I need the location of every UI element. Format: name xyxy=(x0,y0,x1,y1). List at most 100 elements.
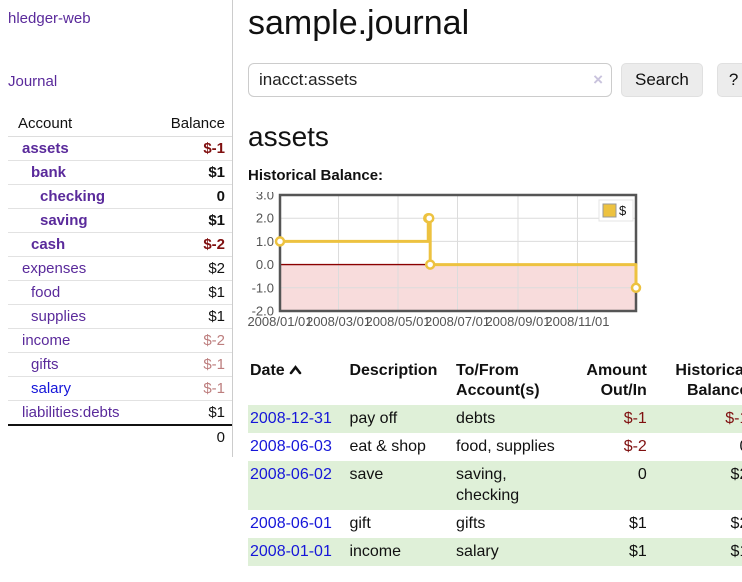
account-balance: $1 xyxy=(144,400,232,426)
transaction-row: 2008-06-03 eat & shop food, supplies $-20 xyxy=(248,433,742,461)
account-row: gifts $-1 xyxy=(8,352,232,377)
svg-text:2008/05/01: 2008/05/01 xyxy=(365,314,430,329)
tx-amount-cell: 0 xyxy=(637,466,647,483)
tx-date-cell: 2008-01-01 xyxy=(248,538,347,566)
tx-description-cell: eat & shop xyxy=(349,438,426,455)
account-link[interactable]: checking xyxy=(40,188,106,205)
search-button[interactable]: Search xyxy=(621,63,703,97)
svg-text:-2.0: -2.0 xyxy=(252,304,274,319)
tx-header-date[interactable]: Date xyxy=(248,359,347,405)
page: hledger-web Journal Account Balance asse… xyxy=(0,0,742,566)
account-row: food $1 xyxy=(8,280,232,305)
tx-header-balance: Historical Balance xyxy=(675,362,742,399)
svg-text:2008/07/01: 2008/07/01 xyxy=(425,314,490,329)
account-row: cash $-2 xyxy=(8,232,232,257)
account-balance: $1 xyxy=(144,304,232,329)
tx-accounts-cell: salary xyxy=(456,543,499,560)
help-button[interactable]: ? xyxy=(716,63,742,97)
accounts-total-value: 0 xyxy=(144,424,232,449)
tx-amount-cell: $1 xyxy=(629,515,647,532)
account-link[interactable]: assets xyxy=(22,140,69,157)
svg-text:$: $ xyxy=(619,203,627,218)
account-link[interactable]: income xyxy=(22,332,71,349)
accounts-header-balance: Balance xyxy=(144,112,232,137)
tx-header-tofrom: To/From Account(s) xyxy=(456,362,540,399)
tx-balance-cell: $2 xyxy=(730,515,742,532)
account-link[interactable]: salary xyxy=(31,380,72,397)
tx-description-cell: gift xyxy=(349,515,371,532)
tx-description-cell: save xyxy=(349,466,384,483)
tx-description-cell: income xyxy=(349,543,402,560)
account-row: income $-2 xyxy=(8,328,232,353)
account-balance: $-1 xyxy=(144,136,232,161)
tx-balance-cell: $-1 xyxy=(725,410,742,427)
account-balance: 0 xyxy=(144,184,232,209)
tx-header-description: Description xyxy=(349,362,438,379)
transaction-date-link[interactable]: 2008-01-01 xyxy=(250,543,332,560)
accounts-total-row: 0 xyxy=(8,424,232,449)
account-row: saving $1 xyxy=(8,208,232,233)
tx-amount-cell: $1 xyxy=(629,543,647,560)
tx-description-cell: pay off xyxy=(349,410,398,427)
tx-accounts-cell: debts xyxy=(456,410,496,427)
account-row: bank $1 xyxy=(8,160,232,185)
sort-ascending-icon xyxy=(289,365,301,375)
tx-balance-cell: $2 xyxy=(730,466,742,483)
tx-accounts-cell: gifts xyxy=(456,515,486,532)
sidebar-item-journal[interactable]: Journal xyxy=(8,73,58,90)
transaction-date-link[interactable]: 2008-06-01 xyxy=(250,515,332,532)
tx-date-cell: 2008-12-31 xyxy=(248,405,347,433)
account-balance: $1 xyxy=(144,280,232,305)
tx-date-cell: 2008-06-01 xyxy=(248,510,347,538)
chart-title: Historical Balance: xyxy=(248,167,384,184)
account-link[interactable]: food xyxy=(31,284,61,301)
account-balance: $1 xyxy=(144,208,232,233)
tx-balance-cell: 0 xyxy=(649,433,742,461)
svg-text:2008/01/01: 2008/01/01 xyxy=(247,314,312,329)
transaction-date-link[interactable]: 2008-06-03 xyxy=(250,438,332,455)
transaction-row: 2008-12-31 pay off debts $-1 $-1 xyxy=(248,405,742,433)
clear-search-icon[interactable]: × xyxy=(593,70,603,89)
account-balance: $-2 xyxy=(144,328,232,353)
account-link[interactable]: supplies xyxy=(31,308,87,325)
account-section-title: assets xyxy=(248,121,329,152)
svg-text:-1.0: -1.0 xyxy=(252,280,274,295)
tx-header-amount: Amount Out/In xyxy=(586,362,647,399)
transaction-date-link[interactable]: 2008-12-31 xyxy=(250,410,332,427)
account-balance: $1 xyxy=(144,160,232,185)
transaction-row: 2008-06-01 gift gifts $1 $2 xyxy=(248,510,742,538)
account-link[interactable]: gifts xyxy=(31,356,59,373)
account-link[interactable]: saving xyxy=(40,212,88,229)
account-link[interactable]: liabilities:debts xyxy=(22,404,120,421)
transaction-date-link[interactable]: 2008-06-02 xyxy=(250,466,332,483)
account-balance: $-1 xyxy=(144,376,232,401)
account-link[interactable]: expenses xyxy=(22,260,87,277)
tx-date-cell: 2008-06-03 xyxy=(248,433,347,461)
search-input[interactable] xyxy=(248,63,612,97)
account-row: expenses $2 xyxy=(8,256,232,281)
search-form: × Search ? xyxy=(248,63,742,97)
transaction-row: 2008-06-02 save saving, checking 0 $2 xyxy=(248,461,742,510)
svg-text:2008/09/01: 2008/09/01 xyxy=(485,314,550,329)
tx-amount-cell: $-2 xyxy=(623,438,647,455)
accounts-table: Account Balance assets $-1 bank $1 checking 0… xyxy=(8,112,232,449)
account-link[interactable]: cash xyxy=(31,236,66,253)
transaction-row: 2008-01-01 income salary $1 $1 xyxy=(248,538,742,566)
account-balance: $-2 xyxy=(144,232,232,257)
account-row: salary $-1 xyxy=(8,376,232,401)
account-row: supplies $1 xyxy=(8,304,232,329)
sidebar: hledger-web Journal Account Balance asse… xyxy=(0,0,233,457)
tx-date-cell: 2008-06-02 xyxy=(248,461,347,510)
svg-text:3.0: 3.0 xyxy=(256,192,274,203)
account-row: assets $-1 xyxy=(8,136,232,161)
transactions-table: Date Description To/From Account(s) Amou… xyxy=(248,359,742,566)
brand-link[interactable]: hledger-web xyxy=(8,10,91,27)
svg-text:2.0: 2.0 xyxy=(256,211,274,226)
tx-accounts-cell: saving, checking xyxy=(456,466,520,504)
account-balance: $-1 xyxy=(144,352,232,377)
account-link[interactable]: bank xyxy=(31,164,67,181)
svg-text:2008/03/01: 2008/03/01 xyxy=(306,314,371,329)
historical-balance-chart: 3.0 2.0 1.0 0.0 -1.0 -2.02008/01/012008/03/01… xyxy=(247,188,642,329)
tx-balance-cell: $1 xyxy=(730,543,742,560)
svg-text:2008/11/01: 2008/11/01 xyxy=(545,314,609,329)
